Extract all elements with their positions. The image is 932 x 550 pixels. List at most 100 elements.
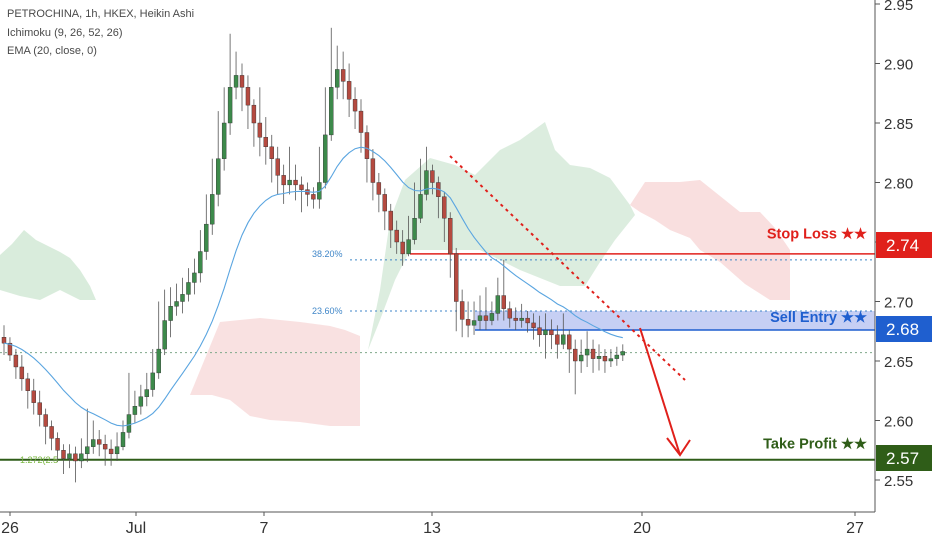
candle-body xyxy=(495,295,501,314)
candle-body xyxy=(43,414,48,427)
candle-body xyxy=(406,239,411,255)
candle-body xyxy=(144,389,150,397)
candle-body xyxy=(186,282,191,295)
candle-body xyxy=(602,356,608,362)
candle-body xyxy=(459,301,465,320)
candle-body xyxy=(376,182,382,195)
candle-body xyxy=(91,439,96,447)
candle-body xyxy=(293,179,298,186)
candle-body xyxy=(454,253,459,302)
candle-body xyxy=(335,69,340,88)
candle-body xyxy=(49,426,54,439)
candle-body xyxy=(555,334,560,345)
candle-body xyxy=(471,320,477,326)
candle-body xyxy=(519,317,524,321)
candle-body xyxy=(525,317,530,324)
candle-body xyxy=(507,308,512,319)
candle-body xyxy=(465,319,471,326)
candle-body xyxy=(168,306,173,321)
candle-body xyxy=(204,223,209,252)
candle-body xyxy=(96,439,102,445)
projection-arrow-line xyxy=(639,327,681,456)
candle-body xyxy=(221,122,227,159)
time-tick-label: 7 xyxy=(260,520,269,537)
candle-body xyxy=(543,329,548,336)
level-price-text: 2.57 xyxy=(886,449,919,468)
candle-body xyxy=(329,87,334,136)
candle-body xyxy=(382,194,387,212)
time-tick-label: Jul xyxy=(126,520,146,537)
time-tick-label: 26 xyxy=(1,520,19,537)
cloud-bear-1 xyxy=(190,318,360,426)
candle-body xyxy=(263,137,268,147)
candle-body xyxy=(257,122,263,138)
candle-body xyxy=(299,184,304,190)
candle-body xyxy=(346,81,352,100)
candle-body xyxy=(370,158,376,183)
candle-body xyxy=(67,453,72,459)
ema-line xyxy=(3,146,623,427)
candle-body xyxy=(483,315,489,321)
candle-body xyxy=(275,158,280,176)
candle-body xyxy=(120,432,126,447)
candle-body xyxy=(489,313,495,321)
candle-body xyxy=(233,75,239,88)
candle-body xyxy=(608,358,614,362)
candle-body xyxy=(138,396,144,407)
price-tick-label: 2.65 xyxy=(884,354,913,371)
candle-body xyxy=(25,378,30,391)
candle-body xyxy=(174,301,179,307)
fib-label: 1.272(2.5 xyxy=(20,455,58,465)
time-tick-label: 27 xyxy=(846,520,864,537)
fib-label: 38.20% xyxy=(312,249,343,259)
candle-body xyxy=(442,196,447,219)
level-label: Take Profit ★★ xyxy=(763,437,868,453)
candle-body xyxy=(412,217,417,240)
candle-body xyxy=(614,354,620,359)
candle-body xyxy=(31,390,36,403)
level-label: Sell Entry ★★ xyxy=(770,310,868,326)
ema-indicator-label[interactable]: EMA (20, close, 0) xyxy=(7,45,97,57)
level-price-badge xyxy=(876,232,932,258)
candle-body xyxy=(126,414,132,433)
chart-symbol-title: PETROCHINA, 1h, HKEX, Heikin Ashi xyxy=(7,8,195,20)
candle-body xyxy=(55,438,60,451)
candle-body xyxy=(215,158,221,195)
candle-body xyxy=(448,217,453,255)
price-tick-label: 2.60 xyxy=(884,414,913,431)
candle-body xyxy=(239,75,245,88)
candle-body xyxy=(269,146,274,159)
candle-body xyxy=(245,87,251,106)
projection-arrow-head xyxy=(666,437,691,457)
candle-body xyxy=(340,69,346,82)
candle-body xyxy=(287,179,292,186)
candle-body xyxy=(1,337,7,344)
candle-body xyxy=(364,132,370,159)
candle-body xyxy=(596,356,602,359)
candle-body xyxy=(281,175,286,186)
candle-body xyxy=(358,110,364,133)
price-tick-label: 2.90 xyxy=(884,57,913,74)
fib-label: 23.60% xyxy=(312,306,343,316)
candle-body xyxy=(394,229,399,243)
price-tick-label: 2.55 xyxy=(884,473,913,490)
candle-body xyxy=(61,450,66,459)
cloud-bull-2 xyxy=(368,122,635,350)
candle-body xyxy=(513,317,518,321)
level-price-badge xyxy=(876,445,932,471)
candle-body xyxy=(578,354,584,362)
ichimoku-cloud xyxy=(0,122,790,426)
candle-body xyxy=(37,402,42,415)
candle-body xyxy=(430,170,435,183)
candle-body xyxy=(584,348,590,356)
candle-body xyxy=(537,327,542,336)
level-price-badge xyxy=(876,316,932,342)
candle-body xyxy=(114,446,120,455)
candle-body xyxy=(210,194,215,225)
ichimoku-indicator-label[interactable]: Ichimoku (9, 26, 52, 26) xyxy=(7,27,123,39)
candle-body xyxy=(561,334,566,345)
candle-body xyxy=(13,354,19,368)
candles-series xyxy=(1,27,625,483)
